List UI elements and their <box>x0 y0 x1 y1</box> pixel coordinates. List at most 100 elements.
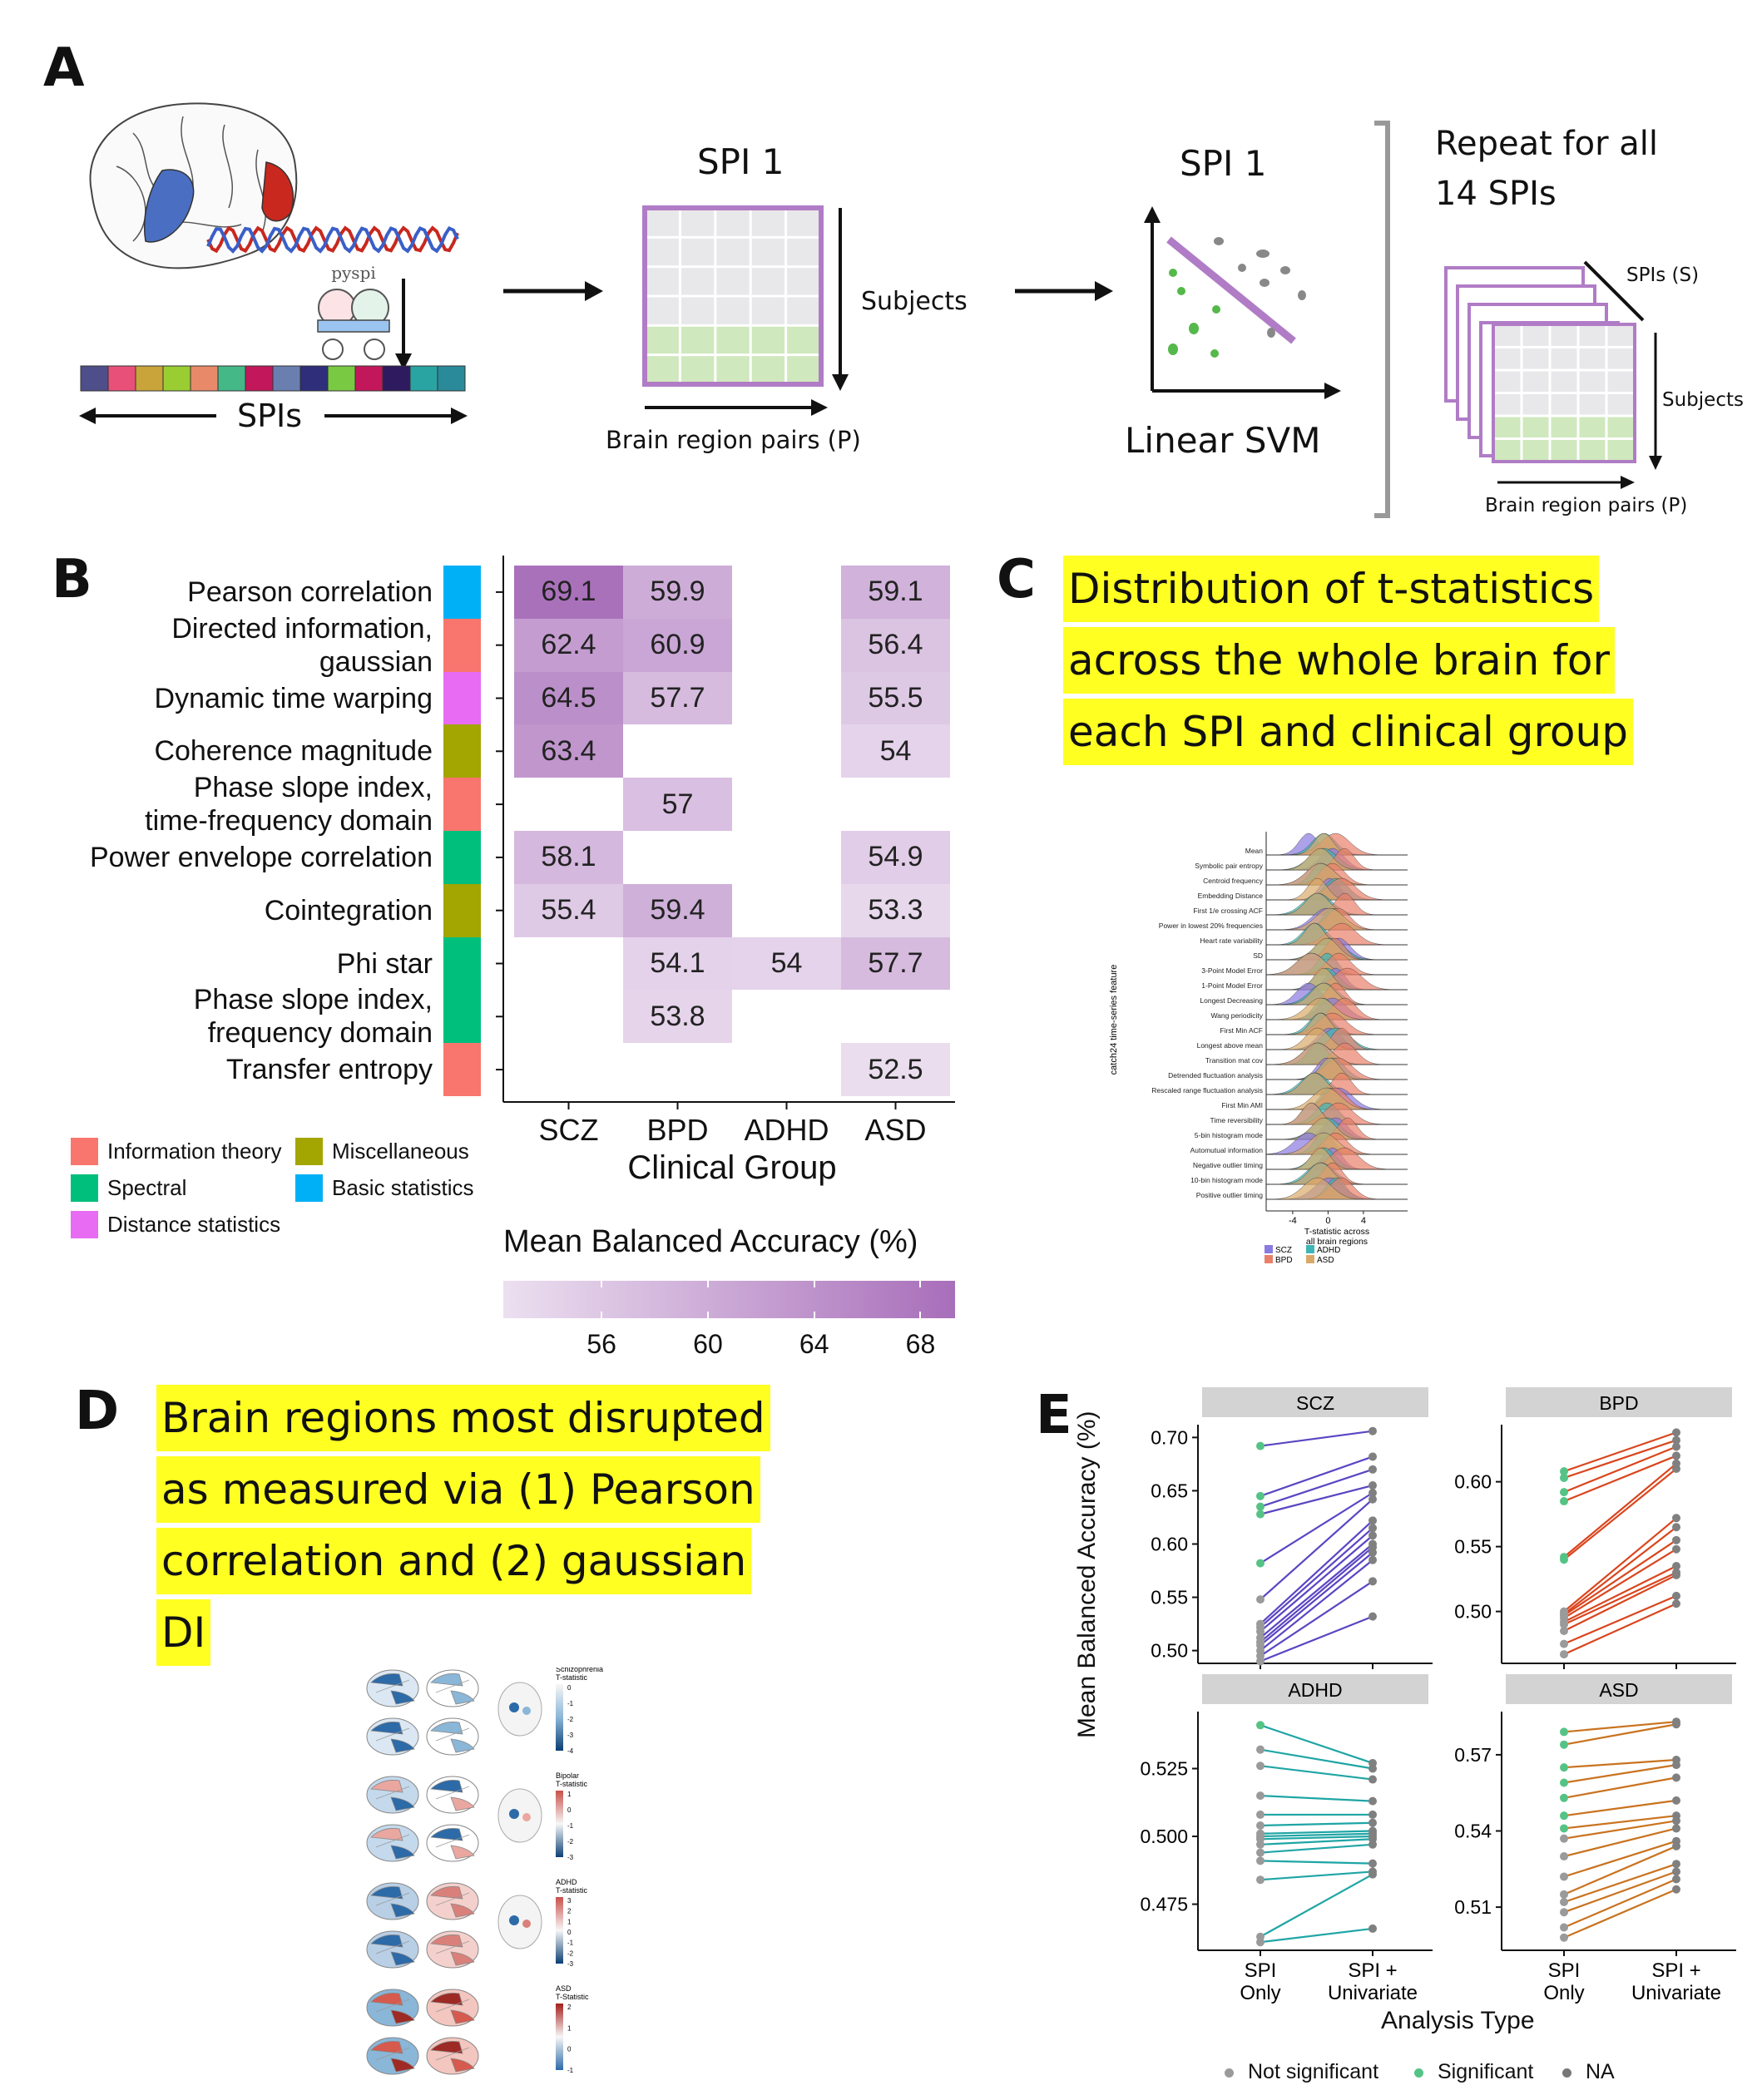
brain-region <box>390 1903 415 1918</box>
facet-point-spi-univariate <box>1672 1523 1680 1532</box>
ridge-feature-label: Wang periodicity <box>1210 1011 1263 1020</box>
facet-point-spi-univariate <box>1672 1544 1680 1554</box>
brain-map-subtitle: T-statistic <box>556 1673 588 1682</box>
spi-bar-cell <box>299 365 329 392</box>
brain-map-tick: -2 <box>567 1716 574 1723</box>
brain-region <box>370 2041 403 2054</box>
facet-x-tick-label: SPI <box>1245 1959 1277 1982</box>
facet-point-spi-univariate <box>1368 1465 1377 1474</box>
facet-point-spi-univariate <box>1672 1773 1680 1782</box>
panel-c-title: Distribution of t-statistics across the … <box>1063 553 1633 768</box>
facet-point-spi-only <box>1256 1821 1265 1830</box>
brain-map-tick: -3 <box>567 1732 574 1739</box>
heatmap-cell: 54 <box>841 724 950 778</box>
brain-region <box>370 1886 403 1900</box>
facet-title: BPD <box>1599 1392 1638 1414</box>
colorbar <box>503 1281 955 1318</box>
heatmap-cell: 57.7 <box>841 936 950 991</box>
facet-point-spi-only <box>1560 1890 1568 1899</box>
ridge-feature-label: Time reversibility <box>1210 1116 1264 1124</box>
brain-map-title: Schizophrenia <box>556 1668 603 1673</box>
facet-pair-line <box>1260 1580 1373 1657</box>
ridge-x-tick-label: 4 <box>1361 1216 1366 1226</box>
facet-title: ADHD <box>1288 1679 1342 1701</box>
facet-y-tick-label: 0.54 <box>1454 1821 1492 1842</box>
heatmap-cell: 54.1 <box>623 936 732 991</box>
facet-pair-line <box>1563 1565 1677 1623</box>
facet-pair-line <box>1563 1594 1677 1645</box>
ridge-feature-label: Power in lowest 20% frequencies <box>1159 922 1263 930</box>
facet-point-spi-univariate <box>1672 1824 1680 1833</box>
facet-x-tick-label: Univariate <box>1328 1982 1418 2004</box>
facet-pair-line <box>1260 1468 1373 1508</box>
brain-map-tick: -1 <box>567 1700 574 1707</box>
svm-plot <box>1144 206 1341 399</box>
ridge-density <box>1266 907 1408 931</box>
facet-pair-line <box>1563 1548 1677 1619</box>
brain-maps: SchizophreniaT-statistic0-1-2-3-4Bipolar… <box>366 1668 603 2075</box>
colorbar-tick-mark <box>813 1281 815 1287</box>
ridge-feature-label: Mean <box>1245 847 1264 855</box>
brain-region <box>522 1920 531 1928</box>
facet-strip <box>1506 1387 1732 1417</box>
ridge-density <box>1266 877 1408 901</box>
category-swatch <box>443 1043 481 1097</box>
repeat-label-1: Repeat for all <box>1435 125 1658 163</box>
facet-point-spi-only <box>1560 1727 1568 1737</box>
facet-y-tick-label: 0.475 <box>1140 1894 1188 1915</box>
category-swatch <box>443 724 481 778</box>
facet-pair-line <box>1260 1821 1373 1827</box>
facet-y-tick-label: 0.500 <box>1140 1826 1188 1847</box>
facet-point-spi-univariate <box>1672 1570 1680 1579</box>
facet-point-spi-univariate <box>1368 1531 1377 1540</box>
ridge-density <box>1266 1027 1408 1050</box>
heatmap-row-label: Dynamic time warping <box>0 682 433 715</box>
heatmap-cell: 57.7 <box>623 671 732 725</box>
facet-pair-line <box>1260 1795 1373 1802</box>
spi-bar-cell <box>327 365 356 392</box>
heatmap-cell: 55.5 <box>841 671 950 725</box>
facet-pair-line <box>1260 1870 1373 1881</box>
ridge-density <box>1266 982 1408 1006</box>
facet-pair-line <box>1260 1927 1373 1944</box>
ridge-legend-label: ASD <box>1317 1256 1334 1265</box>
ridge-legend-swatch <box>1265 1245 1273 1253</box>
facet-point-spi-univariate <box>1672 1435 1680 1445</box>
facet-x-tick-label: Only <box>1240 1982 1280 2004</box>
category-swatch <box>443 990 481 1044</box>
heatmap-cell: 56.4 <box>841 618 950 672</box>
ridge-feature-label: 10-bin histogram mode <box>1190 1176 1263 1184</box>
ridge-xlabel: T-statistic across <box>1304 1227 1369 1237</box>
panel-label-d: D <box>75 1381 120 1442</box>
facet-point-spi-only <box>1256 1938 1265 1947</box>
facet-point-spi-univariate <box>1368 1577 1377 1586</box>
facet-pair-line <box>1563 1571 1677 1626</box>
facet-pair-line <box>1563 1445 1677 1494</box>
repeat-label-2: 14 SPIs <box>1435 175 1557 213</box>
facet-point-spi-univariate <box>1672 1562 1680 1571</box>
brain-region <box>509 1702 519 1712</box>
facet-strip <box>1202 1674 1428 1704</box>
facet-pair-line <box>1563 1455 1677 1503</box>
subjects-label: Subjects <box>861 287 968 316</box>
facet-pair-line <box>1260 1430 1373 1447</box>
ridge-feature-label: Embedding Distance <box>1198 892 1264 900</box>
panel-label-b: B <box>52 549 92 610</box>
facet-pair-line <box>1563 1845 1677 1895</box>
facet-point-spi-univariate <box>1368 1810 1377 1819</box>
facet-point-spi-only <box>1256 1595 1265 1604</box>
brain-map-tick: -3 <box>567 1960 574 1968</box>
heatmap-row-label: Directed information, gaussian <box>0 612 433 679</box>
brain-map-subtitle: T-Statistic <box>556 1993 589 2001</box>
brain-map-title: Bipolar <box>556 1771 579 1780</box>
heatmap-cell: 59.1 <box>841 566 950 619</box>
brain-map-tick: -1 <box>567 2067 574 2074</box>
facet-pair-line <box>1563 1574 1677 1632</box>
brain-region <box>450 1903 475 1918</box>
facet-y-tick-label: 0.57 <box>1454 1744 1492 1766</box>
brain-region <box>390 2058 415 2073</box>
facet-point-spi-univariate <box>1672 1535 1680 1544</box>
facet-pair-line <box>1563 1468 1677 1561</box>
facet-point-spi-only <box>1560 1740 1568 1749</box>
heatmap-cell: 63.4 <box>514 724 623 778</box>
